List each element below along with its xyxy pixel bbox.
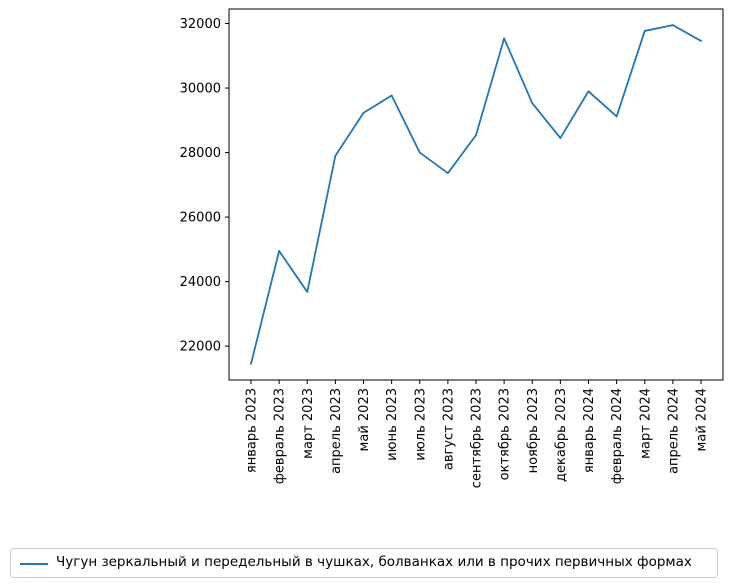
data-point (700, 40, 702, 42)
x-tick-label: март 2023 (301, 388, 316, 459)
x-tick-label: январь 2024 (582, 388, 597, 473)
y-tick-label: 26000 (180, 211, 221, 226)
data-point (559, 137, 562, 139)
data-point (334, 154, 337, 157)
y-tick-label: 24000 (180, 275, 221, 290)
data-point (306, 291, 309, 293)
series-layer (250, 24, 702, 365)
x-tick-label: февраль 2024 (610, 388, 625, 484)
series-line (250, 24, 702, 365)
x-tick-label: март 2024 (638, 388, 653, 459)
x-tick-label: май 2023 (357, 388, 372, 451)
data-point (390, 94, 393, 97)
data-point (643, 30, 646, 32)
legend: Чугун зеркальный и передельный в чушках,… (10, 548, 718, 578)
y-axis: 22000 24000 26000 28000 30000 32000 (180, 17, 229, 355)
legend-label: Чугун зеркальный и передельный в чушках,… (56, 554, 692, 570)
data-point (446, 172, 449, 175)
x-tick-label: июнь 2023 (385, 388, 400, 461)
x-tick-label: ноябрь 2023 (526, 388, 541, 473)
data-point (615, 115, 618, 118)
y-tick-label: 30000 (180, 82, 221, 97)
plot-area (228, 8, 724, 381)
y-tick-label: 22000 (180, 340, 221, 355)
data-point (531, 102, 534, 105)
data-point (278, 250, 281, 252)
y-tick-label: 32000 (180, 17, 221, 32)
x-tick-label: июль 2023 (413, 388, 428, 461)
x-tick-label: январь 2023 (245, 388, 260, 473)
data-point (362, 111, 365, 114)
data-point (671, 24, 674, 27)
x-axis: январь 2023 февраль 2023 март 2023 апрель 2… (245, 380, 710, 488)
data-point (250, 362, 252, 365)
data-point (587, 90, 590, 93)
x-tick-label: декабрь 2023 (554, 388, 569, 482)
data-point (475, 134, 477, 137)
y-tick-label: 28000 (180, 146, 221, 161)
x-tick-label: апрель 2023 (329, 388, 344, 474)
data-point (418, 151, 421, 154)
x-tick-label: сентябрь 2023 (470, 388, 485, 488)
x-tick-label: октябрь 2023 (498, 388, 513, 480)
x-tick-label: май 2024 (695, 388, 710, 451)
x-tick-label: август 2023 (441, 388, 456, 470)
legend-line-swatch (20, 563, 48, 565)
x-tick-label: февраль 2023 (273, 388, 288, 484)
data-point (503, 37, 506, 40)
x-tick-label: апрель 2024 (666, 388, 681, 474)
